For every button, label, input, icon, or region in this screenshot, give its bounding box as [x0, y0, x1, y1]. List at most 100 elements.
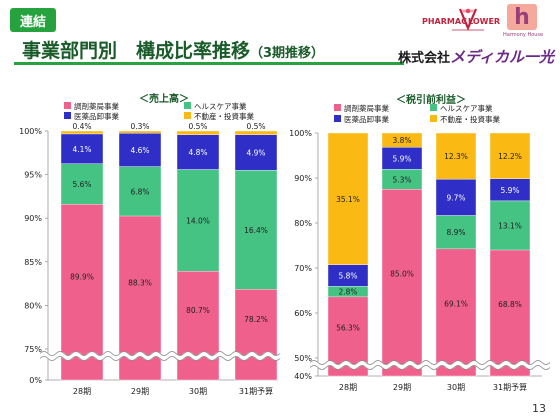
bar-0-1-3: [118, 130, 162, 134]
legend-swatch-0-1: [184, 102, 191, 109]
axis-break-line-bottom-1: [309, 365, 551, 370]
data-label-1-0-1: 2.8%: [338, 288, 357, 297]
x-tick-label-1-1: 29期: [393, 383, 411, 392]
legend-label-1-0: 調剤薬局事業: [344, 103, 389, 113]
bar-1-0-3: [327, 132, 369, 265]
legend-swatch-0-2: [64, 112, 71, 119]
y-tick-label-1-1: 50%: [294, 354, 312, 363]
legend-label-1-3: 不動産・投資事業: [440, 114, 500, 124]
y-tick-label-1-3: 70%: [294, 264, 312, 273]
legend-label-1-1: ヘルスケア事業: [440, 103, 493, 113]
bar-1-1-3: [381, 132, 423, 148]
data-label-0-0-3: 0.4%: [72, 122, 91, 131]
axis-break-line-top-0: [39, 351, 281, 356]
x-tick-label-0-1: 29期: [131, 387, 149, 396]
legend-swatch-0-0: [64, 102, 71, 109]
data-label-1-1-0: 85.0%: [390, 270, 414, 279]
data-label-0-1-3: 0.3%: [130, 122, 149, 131]
bar-0-0-2: [60, 133, 104, 164]
page-number: 13: [532, 402, 546, 415]
y-tick-label-1-0: 40%: [294, 372, 312, 381]
data-label-1-1-2: 5.9%: [392, 154, 411, 163]
data-label-0-3-3: 0.5%: [246, 122, 265, 131]
data-label-0-2-0: 80.7%: [186, 306, 210, 315]
bar-0-1-2: [118, 132, 162, 167]
data-label-1-0-2: 5.8%: [338, 272, 357, 281]
bar-0-3-2: [234, 134, 278, 171]
data-label-1-3-2: 5.9%: [500, 186, 519, 195]
legend-swatch-1-1: [430, 104, 437, 111]
bar-1-2-2: [435, 178, 477, 216]
bar-1-2-3: [435, 132, 477, 180]
chart-title-0: ＜売上高＞: [139, 92, 189, 105]
data-label-0-3-1: 16.4%: [244, 226, 268, 235]
legend-label-0-0: 調剤薬局事業: [74, 101, 119, 111]
y-tick-label-1-2: 60%: [294, 309, 312, 318]
axis-break-line-top-1: [309, 360, 551, 365]
legend-swatch-1-2: [334, 115, 341, 122]
bar-1-3-1: [489, 200, 531, 251]
bar-0-3-1: [234, 170, 278, 290]
data-label-1-1-1: 5.3%: [392, 175, 411, 184]
x-tick-label-1-2: 30期: [447, 383, 465, 392]
x-tick-label-0-2: 30期: [189, 387, 207, 396]
y-tick-label-0-5: 95%: [24, 171, 42, 180]
consolidated-badge: 連結: [10, 8, 56, 32]
chart-title-1: ＜税引前利益＞: [396, 93, 466, 106]
data-label-1-3-3: 12.2%: [498, 152, 522, 161]
y-tick-label-1-5: 90%: [294, 174, 312, 183]
logo-harmony-text: Harmony House: [503, 32, 544, 38]
data-label-0-3-2: 4.9%: [246, 148, 265, 157]
legend-swatch-1-0: [334, 104, 341, 111]
data-label-0-0-1: 5.6%: [72, 180, 91, 189]
legend-label-0-2: 医薬品卸事業: [74, 111, 119, 121]
legend-swatch-1-3: [430, 115, 437, 122]
y-tick-label-0-6: 100%: [19, 127, 42, 136]
y-tick-label-1-4: 80%: [294, 219, 312, 228]
data-label-1-2-2: 9.7%: [446, 193, 465, 202]
data-label-1-3-1: 13.1%: [498, 221, 522, 230]
x-tick-label-0-3: 31期予算: [239, 386, 273, 396]
pharmacy-flower-logo-icon: [452, 8, 484, 31]
bar-0-1-1: [118, 166, 162, 217]
company-prefix: 株式会社: [398, 51, 451, 66]
legend-swatch-0-3: [184, 112, 191, 119]
page-title-main: 事業部門別 構成比率推移: [22, 40, 251, 62]
data-label-1-0-3: 35.1%: [336, 195, 360, 204]
harmony-house-logo-icon: h: [507, 4, 537, 30]
bar-0-3-3: [234, 130, 278, 135]
x-tick-label-0-0: 28期: [73, 387, 91, 396]
data-label-0-2-1: 14.0%: [186, 216, 210, 225]
data-label-1-2-1: 8.9%: [446, 228, 465, 237]
y-tick-label-1-6: 100%: [289, 129, 312, 138]
x-tick-label-1-3: 31期予算: [493, 382, 527, 392]
page-title-sub: （3期推移）: [250, 46, 325, 61]
legend-label-1-2: 医薬品卸事業: [344, 114, 389, 124]
page-title: 事業部門別 構成比率推移（3期推移）: [22, 36, 324, 63]
bar-0-0-3: [60, 130, 104, 135]
logo-pharmacy-text: PHARMAC: [422, 17, 467, 26]
bar-0-2-3: [176, 130, 220, 135]
y-tick-label-0-3: 85%: [24, 258, 42, 267]
data-label-0-2-3: 0.5%: [188, 122, 207, 131]
data-label-1-2-3: 12.3%: [444, 152, 468, 161]
data-label-0-1-2: 4.6%: [130, 146, 149, 155]
legend-label-0-3: 不動産・投資事業: [194, 111, 254, 121]
title-underline: [14, 62, 404, 65]
data-label-0-1-0: 88.3%: [128, 279, 152, 288]
legend-label-0-1: ヘルスケア事業: [194, 101, 247, 111]
data-label-1-0-0: 56.3%: [336, 323, 360, 332]
bar-0-2-1: [176, 169, 220, 272]
x-tick-label-1-0: 28期: [339, 383, 357, 392]
bar-0-0-1: [60, 163, 104, 205]
axis-break-band-0: [38, 351, 282, 361]
y-tick-label-0-1: 75%: [24, 345, 42, 354]
data-label-0-2-2: 4.8%: [188, 148, 207, 157]
y-tick-label-0-4: 90%: [24, 214, 42, 223]
axis-break-band-1: [308, 360, 552, 370]
data-label-1-1-3: 3.8%: [392, 136, 411, 145]
data-label-1-2-0: 69.1%: [444, 299, 468, 308]
y-tick-label-0-2: 80%: [24, 301, 42, 310]
data-label-1-3-0: 68.8%: [498, 300, 522, 309]
